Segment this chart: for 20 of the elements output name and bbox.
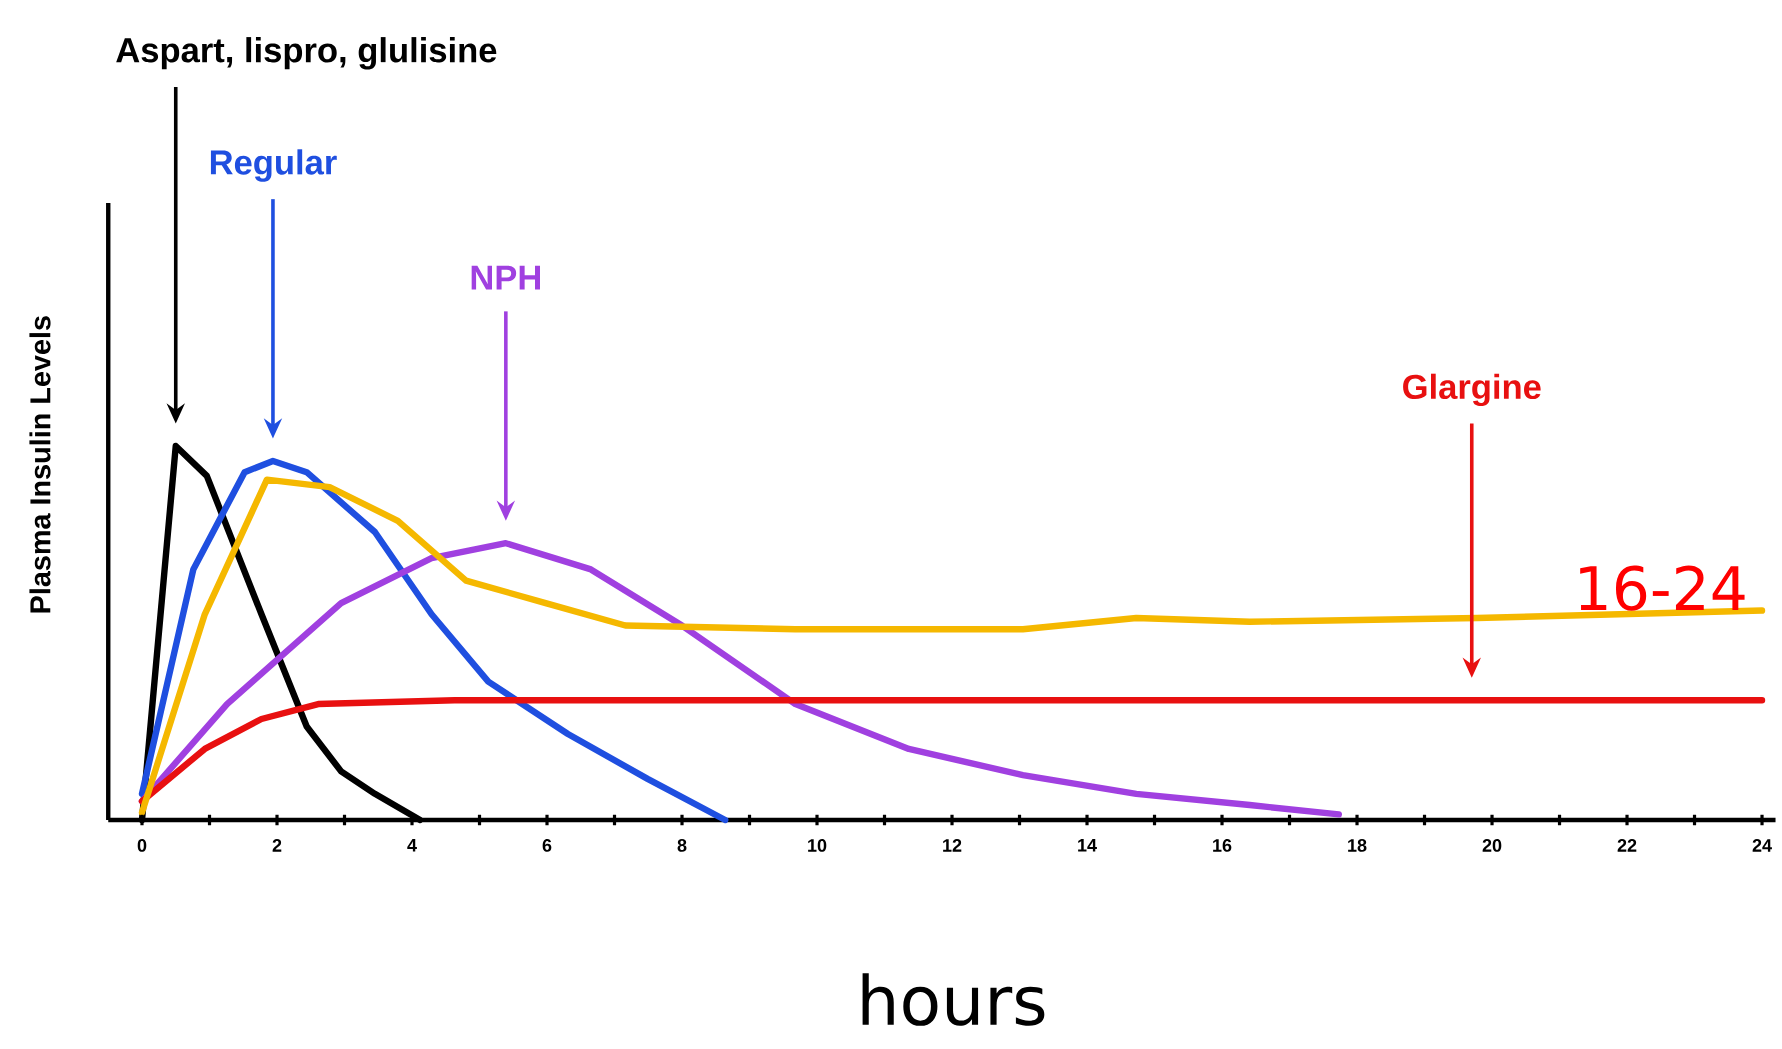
x-tick-label: 6 (542, 839, 552, 852)
x-tick-label: 4 (407, 839, 417, 852)
text: Aspart, lispro, glulisine (116, 37, 497, 70)
x-axis-title: hours (862, 973, 1045, 1026)
x-tick-label: 22 (1617, 839, 1637, 852)
text: Glargine (1403, 373, 1541, 407)
x-tick-label: 18 (1348, 839, 1367, 852)
x-tick-label: 12 (943, 839, 962, 852)
x-tick-label: 16 (1213, 839, 1232, 852)
x-tick-label: 8 (677, 839, 687, 852)
x-tick-label: 2 (272, 839, 282, 852)
x-tick-label: 20 (1482, 839, 1502, 852)
x-tick-label: 10 (808, 839, 827, 852)
x-tick-label: 0 (137, 839, 147, 852)
x-tick-label: 14 (1078, 839, 1097, 852)
text: NPH (471, 265, 540, 290)
annotation: 16-24 (1580, 565, 1745, 611)
text: Regular (210, 149, 337, 182)
x-tick-label: 24 (1752, 839, 1772, 852)
y-axis-title: Plasma Insulin Levels (29, 316, 51, 613)
